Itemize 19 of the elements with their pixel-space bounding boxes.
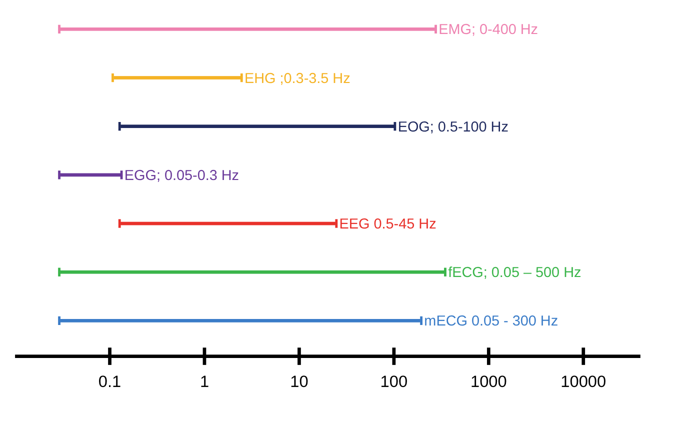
y-tick-label: EMG; 0-400 Hz: [438, 22, 538, 38]
x-tick-label: 10000: [560, 373, 606, 392]
bar: [120, 124, 394, 128]
bar: [114, 76, 241, 80]
y-tick-label: EGG; 0.05-0.3 Hz: [124, 168, 240, 184]
x-tick-label: 0.1: [98, 373, 122, 392]
bar: [60, 318, 420, 322]
y-tick-label: fECG; 0.05 – 500 Hz: [448, 265, 582, 282]
bar: [60, 270, 444, 274]
x-tick-label: 1: [200, 373, 210, 392]
bar: [60, 27, 435, 31]
x-tick-label: 10: [290, 373, 308, 392]
y-tick-label: EHG ;0.3-3.5 Hz: [244, 70, 350, 87]
x-tick-label: 100: [380, 373, 408, 392]
y-tick-label: EOG; 0.5-100 Hz: [398, 119, 508, 136]
bar: [60, 173, 121, 177]
x-tick-label: 1000: [470, 373, 507, 392]
y-tick-label: EEG 0.5-45 Hz: [339, 216, 436, 233]
y-tick-label: mECG 0.05 - 300 Hz: [424, 314, 558, 330]
